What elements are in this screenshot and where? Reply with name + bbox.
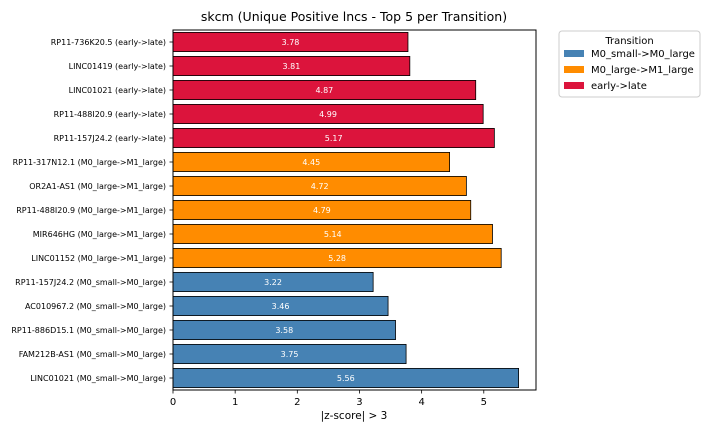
legend-swatch: [564, 82, 584, 89]
legend-title: Transition: [604, 36, 653, 47]
bar-value-label: 5.28: [328, 254, 346, 263]
bar-value-label: 5.17: [325, 134, 343, 143]
x-tick-label: 5: [481, 397, 487, 408]
legend-label: early->late: [591, 81, 647, 92]
y-axis: RP11-736K20.5 (early->late) LINC01419 (ea…: [11, 38, 173, 383]
bar-value-label: 3.78: [282, 38, 300, 47]
bar-value-label: 3.81: [283, 62, 301, 71]
y-tick-label: RP11-886D15.1 (M0_small->M0_large): [11, 326, 166, 335]
x-tick-label: 2: [294, 397, 300, 408]
legend-swatch: [564, 66, 584, 73]
bar-value-label: 5.14: [324, 230, 342, 239]
legend-label: M0_large->M1_large: [591, 65, 694, 76]
y-tick-label: RP11-488I20.9 (early->late): [54, 110, 166, 119]
bar-value-label: 4.79: [313, 206, 331, 215]
bar-value-label: 3.46: [272, 302, 290, 311]
y-tick-label: AC010967.2 (M0_small->M0_large): [25, 302, 166, 311]
y-tick-label: FAM212B-AS1 (M0_small->M0_large): [19, 350, 166, 359]
y-tick-label: LINC01152 (M0_large->M1_large): [31, 254, 166, 263]
bar-value-label: 3.75: [281, 350, 299, 359]
bar-value-label: 3.22: [264, 278, 282, 287]
y-tick-label: RP11-488I20.9 (M0_large->M1_large): [16, 206, 166, 215]
legend-items: M0_small->M0_large M0_large->M1_largeearl…: [564, 49, 695, 92]
x-tick-label: 4: [418, 397, 424, 408]
x-axis-label: |z-score| > 3: [321, 410, 388, 422]
y-tick-label: OR2A1-AS1 (M0_large->M1_large): [29, 182, 166, 191]
x-tick-label: 1: [232, 397, 238, 408]
x-tick-label: 3: [356, 397, 362, 408]
legend: Transition M0_small->M0_large M0_large->M…: [558, 30, 701, 98]
legend-swatch: [564, 50, 584, 57]
bars-layer: 3.78 3.81 4.87 4.99 5.17 4.45 4.72 4.79 5.14 5.28…: [172, 32, 519, 388]
y-tick-label: LINC01021 (early->late): [69, 86, 166, 95]
y-tick-label: RP11-157J24.2 (early->late): [54, 134, 166, 143]
legend-frame: [558, 30, 701, 98]
chart-title: skcm (Unique Positive lncs - Top 5 per T…: [201, 9, 507, 24]
y-tick-label: RP11-317N12.1 (M0_large->M1_large): [13, 158, 166, 167]
bar-value-label: 4.45: [302, 158, 320, 167]
y-tick-label: LINC01419 (early->late): [69, 62, 166, 71]
bar-value-label: 5.56: [337, 374, 355, 383]
y-tick-label: RP11-736K20.5 (early->late): [51, 38, 166, 47]
y-tick-label: RP11-157J24.2 (M0_small->M0_large): [15, 278, 166, 287]
x-tick-label: 0: [170, 397, 176, 408]
y-tick-label: MIR646HG (M0_large->M1_large): [33, 230, 166, 239]
x-axis: 0 1 2 3 4 5: [170, 390, 487, 408]
bar-value-label: 4.72: [311, 182, 329, 191]
bar-value-label: 3.58: [275, 326, 293, 335]
bar-value-label: 4.87: [315, 86, 333, 95]
bar-value-label: 4.99: [319, 110, 337, 119]
y-tick-label: LINC01021 (M0_small->M0_large): [30, 374, 166, 383]
legend-label: M0_small->M0_large: [591, 49, 695, 60]
